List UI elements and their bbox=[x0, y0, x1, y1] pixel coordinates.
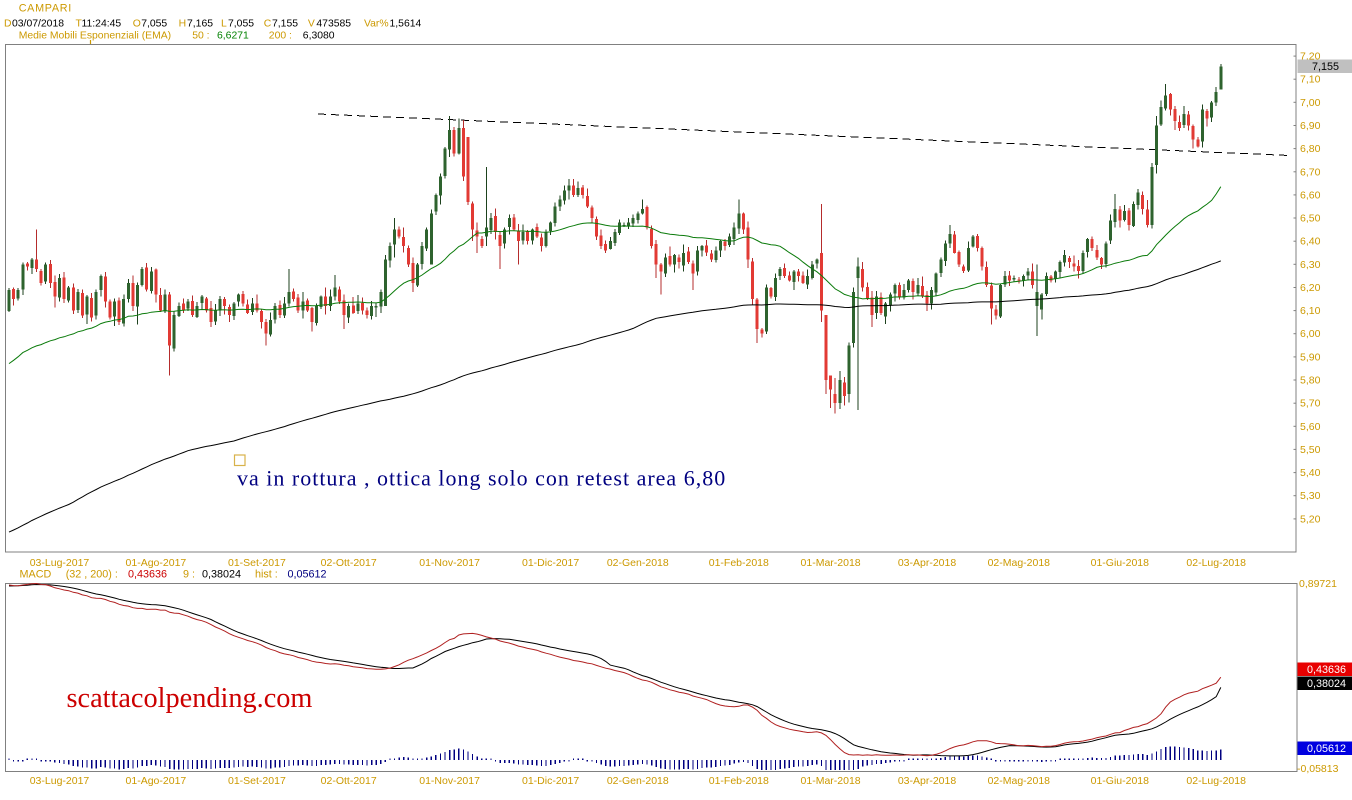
svg-text:6,90: 6,90 bbox=[1300, 120, 1321, 132]
svg-text:01-Giu-2018: 01-Giu-2018 bbox=[1091, 557, 1150, 569]
svg-text:va in rottura , ottica long so: va in rottura , ottica long solo con ret… bbox=[237, 466, 726, 491]
svg-text:0,05612: 0,05612 bbox=[288, 569, 327, 581]
svg-text:CAMPARI: CAMPARI bbox=[19, 3, 72, 15]
svg-text:200 :: 200 : bbox=[269, 31, 292, 42]
svg-text:01-Feb-2018: 01-Feb-2018 bbox=[709, 775, 769, 787]
svg-text:7,165: 7,165 bbox=[187, 19, 213, 30]
svg-text:7,055: 7,055 bbox=[141, 19, 167, 30]
svg-text:7,055: 7,055 bbox=[228, 19, 254, 30]
svg-text:scattacolpending.com: scattacolpending.com bbox=[67, 683, 313, 714]
svg-text:473585: 473585 bbox=[316, 19, 351, 30]
svg-text:02-Mag-2018: 02-Mag-2018 bbox=[988, 557, 1051, 569]
svg-text:03-Apr-2018: 03-Apr-2018 bbox=[898, 775, 957, 787]
svg-text:7,155: 7,155 bbox=[1312, 61, 1339, 73]
svg-text:0,89721: 0,89721 bbox=[1299, 578, 1337, 590]
svg-text:V: V bbox=[308, 19, 315, 30]
svg-text:5,30: 5,30 bbox=[1300, 490, 1321, 502]
svg-text:50 :: 50 : bbox=[192, 31, 209, 42]
svg-text:0,38024: 0,38024 bbox=[1307, 678, 1346, 690]
svg-text:11:24:45: 11:24:45 bbox=[82, 19, 122, 30]
svg-text:MACD: MACD bbox=[20, 569, 52, 581]
svg-text:6,6271: 6,6271 bbox=[217, 31, 249, 42]
svg-text:6,3080: 6,3080 bbox=[303, 31, 335, 42]
svg-text:5,70: 5,70 bbox=[1300, 398, 1321, 410]
svg-text:6,50: 6,50 bbox=[1300, 213, 1321, 225]
svg-text:03-Lug-2017: 03-Lug-2017 bbox=[30, 557, 90, 569]
svg-text:01-Dic-2017: 01-Dic-2017 bbox=[522, 557, 579, 569]
svg-text:01-Mar-2018: 01-Mar-2018 bbox=[801, 557, 861, 569]
svg-text:0,05612: 0,05612 bbox=[1307, 743, 1346, 755]
svg-text:01-Giu-2018: 01-Giu-2018 bbox=[1091, 775, 1150, 787]
svg-text:02-Mag-2018: 02-Mag-2018 bbox=[988, 775, 1051, 787]
svg-text:02-Lug-2018: 02-Lug-2018 bbox=[1186, 775, 1246, 787]
svg-text:C: C bbox=[264, 19, 272, 30]
svg-text:02-Ott-2017: 02-Ott-2017 bbox=[321, 775, 377, 787]
svg-text:5,50: 5,50 bbox=[1300, 444, 1321, 456]
svg-text:5,80: 5,80 bbox=[1300, 375, 1321, 387]
svg-text:hist :: hist : bbox=[255, 569, 278, 581]
svg-text:01-Feb-2018: 01-Feb-2018 bbox=[709, 557, 769, 569]
svg-text:01-Ago-2017: 01-Ago-2017 bbox=[126, 557, 187, 569]
svg-text:9 :: 9 : bbox=[183, 569, 195, 581]
svg-text:6,40: 6,40 bbox=[1300, 236, 1321, 248]
svg-text:7,00: 7,00 bbox=[1300, 97, 1321, 109]
svg-text:6,30: 6,30 bbox=[1300, 259, 1321, 271]
svg-text:01-Set-2017: 01-Set-2017 bbox=[228, 557, 286, 569]
svg-text:(32 , 200) :: (32 , 200) : bbox=[66, 569, 118, 581]
svg-text:0,38024: 0,38024 bbox=[202, 569, 241, 581]
svg-text:02-Gen-2018: 02-Gen-2018 bbox=[607, 775, 669, 787]
svg-text:H: H bbox=[179, 19, 187, 30]
svg-text:6,80: 6,80 bbox=[1300, 143, 1321, 155]
svg-text:Var%: Var% bbox=[364, 19, 389, 30]
svg-text:0,43636: 0,43636 bbox=[1307, 664, 1346, 676]
svg-text:01-Mar-2018: 01-Mar-2018 bbox=[801, 775, 861, 787]
svg-text:6,20: 6,20 bbox=[1300, 282, 1321, 294]
svg-text:02-Lug-2018: 02-Lug-2018 bbox=[1186, 557, 1246, 569]
svg-text:01-Set-2017: 01-Set-2017 bbox=[228, 775, 286, 787]
svg-text:T: T bbox=[76, 19, 83, 30]
svg-text:01-Dic-2017: 01-Dic-2017 bbox=[522, 775, 579, 787]
svg-text:-0,05813: -0,05813 bbox=[1297, 763, 1339, 775]
svg-text:6,10: 6,10 bbox=[1300, 305, 1321, 317]
svg-text:03-Lug-2017: 03-Lug-2017 bbox=[30, 775, 90, 787]
svg-text:6,00: 6,00 bbox=[1300, 328, 1321, 340]
svg-text:6,70: 6,70 bbox=[1300, 166, 1321, 178]
svg-text:01-Ago-2017: 01-Ago-2017 bbox=[126, 775, 187, 787]
svg-text:01-Nov-2017: 01-Nov-2017 bbox=[419, 775, 480, 787]
svg-text:7,155: 7,155 bbox=[272, 19, 298, 30]
svg-text:6,60: 6,60 bbox=[1300, 189, 1321, 201]
svg-text:0,43636: 0,43636 bbox=[128, 569, 167, 581]
svg-text:7,10: 7,10 bbox=[1300, 74, 1321, 86]
svg-text:5,20: 5,20 bbox=[1300, 513, 1321, 525]
svg-text:03-Apr-2018: 03-Apr-2018 bbox=[898, 557, 957, 569]
svg-text:5,90: 5,90 bbox=[1300, 351, 1321, 363]
svg-text:D: D bbox=[4, 19, 12, 30]
svg-text:03/07/2018: 03/07/2018 bbox=[12, 19, 64, 30]
svg-text:01-Nov-2017: 01-Nov-2017 bbox=[419, 557, 480, 569]
svg-text:5,60: 5,60 bbox=[1300, 421, 1321, 433]
svg-text:02-Ott-2017: 02-Ott-2017 bbox=[321, 557, 377, 569]
svg-text:L: L bbox=[221, 19, 227, 30]
svg-text:Medie Mobili Esponenziali (EMA: Medie Mobili Esponenziali (EMA) bbox=[19, 31, 171, 42]
svg-text:02-Gen-2018: 02-Gen-2018 bbox=[607, 557, 669, 569]
svg-text:5,40: 5,40 bbox=[1300, 467, 1321, 479]
svg-text:O: O bbox=[133, 19, 141, 30]
svg-text:1,5614: 1,5614 bbox=[390, 19, 422, 30]
